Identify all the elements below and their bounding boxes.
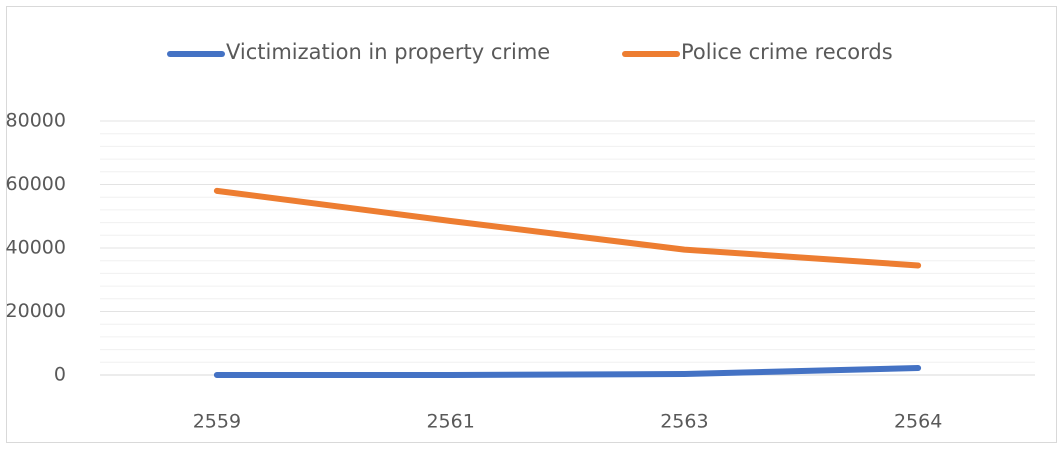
x-tick-label: 2564 [894,411,942,433]
series-line [213,365,922,378]
x-tick-label: 2563 [660,411,708,433]
y-tick-label: 20000 [6,300,66,322]
x-tick-label: 2561 [426,411,474,433]
legend-label: Police crime records [681,40,893,64]
legend-label: Victimization in property crime [226,40,550,64]
x-tick-label: 2559 [193,411,241,433]
y-tick-label: 80000 [6,110,66,132]
y-tick-label: 0 [54,364,66,386]
y-tick-label: 40000 [6,237,66,259]
y-tick-label: 60000 [6,173,66,195]
series-line [213,187,922,269]
